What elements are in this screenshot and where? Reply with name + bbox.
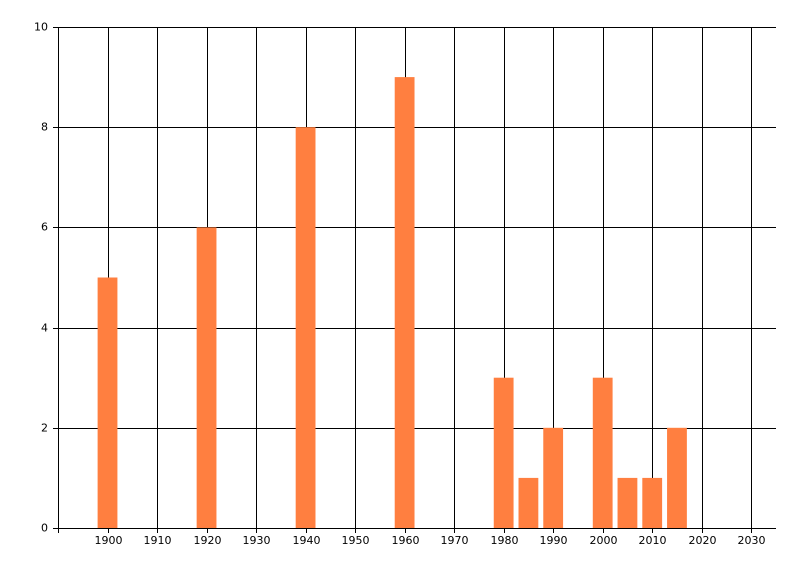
x-tick-label: 1910 [144,534,172,547]
x-tick-label: 2010 [639,534,667,547]
x-tick-label: 1950 [342,534,370,547]
bar [642,477,663,528]
y-tick-label: 2 [41,422,48,435]
y-tick-label: 10 [34,21,48,34]
bar [543,427,564,528]
x-tick-label: 1980 [491,534,519,547]
bar [295,127,316,528]
y-tick-label: 4 [41,322,48,335]
x-tick-label: 2030 [738,534,766,547]
x-tick-label: 1960 [392,534,420,547]
x-tick-label: 1900 [95,534,123,547]
x-tick-label: 1970 [441,534,469,547]
y-tick-label: 8 [41,121,48,134]
bar [196,227,217,528]
bar [518,477,539,528]
bar [97,277,118,528]
y-tick-label: 0 [41,522,48,535]
x-tick-label: 2020 [689,534,717,547]
bar [617,477,638,528]
x-tick-label: 1940 [293,534,321,547]
bar [667,427,687,528]
y-tick-label: 6 [41,221,48,234]
bar [592,377,613,528]
x-tick-label: 1920 [194,534,222,547]
bar [394,77,415,528]
bar [493,377,514,528]
x-tick-label: 2000 [590,534,618,547]
x-tick-label: 1990 [540,534,568,547]
x-tick-label: 1930 [243,534,271,547]
